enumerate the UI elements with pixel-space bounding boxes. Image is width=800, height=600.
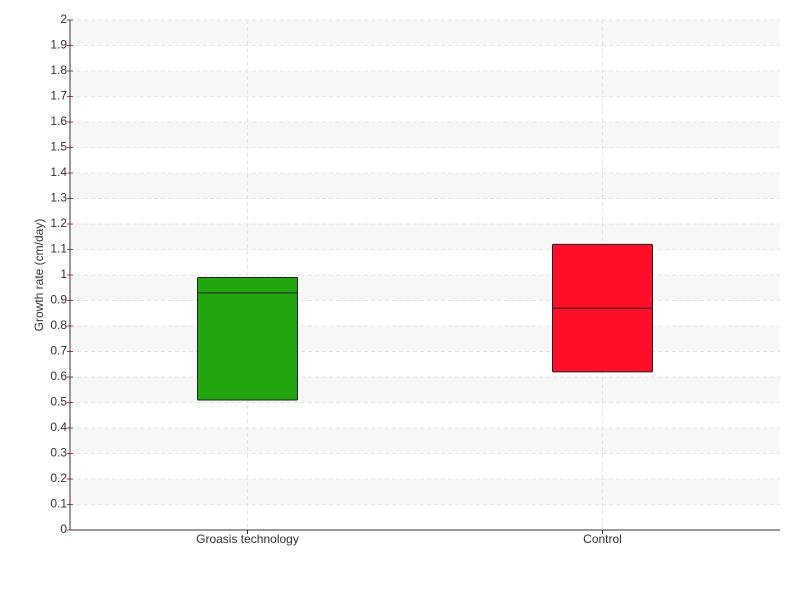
y-tick-label: 0.8 bbox=[50, 318, 67, 332]
y-tick-label: 1.5 bbox=[50, 140, 67, 154]
grid-band bbox=[70, 428, 780, 454]
y-tick-label: 0.4 bbox=[50, 420, 67, 434]
y-tick-label: 1.1 bbox=[50, 242, 67, 256]
y-tick-label: 1.8 bbox=[50, 63, 67, 77]
y-tick-label: 1.2 bbox=[50, 216, 67, 230]
grid-band bbox=[70, 20, 780, 46]
grid-band bbox=[70, 377, 780, 403]
grid-band bbox=[70, 326, 780, 352]
x-tick-label: Groasis technology bbox=[196, 532, 299, 546]
y-tick-label: 1.6 bbox=[50, 114, 67, 128]
y-tick-label: 0 bbox=[60, 522, 67, 536]
grid-band bbox=[70, 71, 780, 97]
y-tick-label: 0.6 bbox=[50, 369, 67, 383]
y-tick-label: 0.7 bbox=[50, 344, 67, 358]
y-tick-label: 1.9 bbox=[50, 38, 67, 52]
grid-band bbox=[70, 122, 780, 148]
box bbox=[197, 277, 298, 401]
y-tick-label: 0.9 bbox=[50, 293, 67, 307]
grid-band bbox=[70, 224, 780, 250]
y-tick-label: 1.3 bbox=[50, 191, 67, 205]
y-tick-label: 1.4 bbox=[50, 165, 67, 179]
y-axis-label: Growth rate (cm/day) bbox=[32, 219, 46, 332]
y-tick-label: 0.2 bbox=[50, 471, 67, 485]
y-tick-label: 0.1 bbox=[50, 497, 67, 511]
x-tick-label: Control bbox=[583, 532, 622, 546]
y-tick-label: 0.3 bbox=[50, 446, 67, 460]
grid-band bbox=[70, 275, 780, 301]
grid-band bbox=[70, 173, 780, 199]
y-tick-label: 1 bbox=[60, 267, 67, 281]
y-tick-label: 2 bbox=[60, 12, 67, 26]
y-tick-label: 0.5 bbox=[50, 395, 67, 409]
y-tick-label: 1.7 bbox=[50, 89, 67, 103]
grid-band bbox=[70, 479, 780, 505]
